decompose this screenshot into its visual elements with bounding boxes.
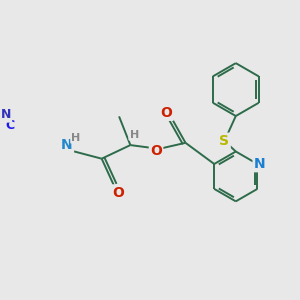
Text: O: O bbox=[150, 144, 162, 158]
Text: C: C bbox=[6, 119, 15, 132]
Text: H: H bbox=[71, 133, 81, 142]
Text: O: O bbox=[112, 186, 124, 200]
Text: O: O bbox=[161, 106, 172, 120]
Text: N: N bbox=[61, 138, 73, 152]
Text: H: H bbox=[130, 130, 139, 140]
Text: S: S bbox=[220, 134, 230, 148]
Text: N: N bbox=[1, 108, 11, 122]
Text: N: N bbox=[254, 157, 266, 171]
